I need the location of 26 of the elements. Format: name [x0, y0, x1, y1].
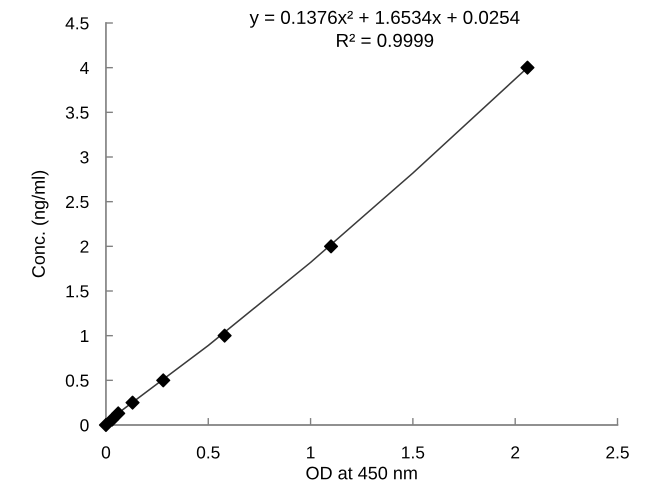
- y-tick-label: 3: [80, 151, 89, 164]
- point: [156, 373, 170, 388]
- annotation: R² = 0.9999: [337, 34, 434, 48]
- annotation: y = 0.1376x² + 1.6534x + 0.0254: [250, 10, 520, 28]
- y-tick-label: 3.5: [66, 106, 89, 119]
- x-tick-label: 1: [307, 446, 315, 458]
- x-tick-label: 2.5: [606, 446, 629, 459]
- point: [324, 239, 338, 254]
- y-tick-label: 2.5: [66, 196, 89, 208]
- x-tick-label: 2: [511, 446, 520, 458]
- y-tick-label: 0.5: [66, 374, 89, 387]
- x-axis-title: OD at 450 nm: [306, 466, 417, 480]
- point: [125, 396, 140, 410]
- y-tick-label: 4.5: [66, 17, 89, 30]
- point: [520, 60, 535, 75]
- y-axis-title: Conc. (ng/ml): [32, 170, 48, 278]
- point: [111, 406, 126, 420]
- y-tick-label: 1: [80, 330, 88, 342]
- y-tick-label: 0: [80, 419, 89, 432]
- y-tick-label: 2: [80, 240, 88, 253]
- y-tick-label: 4: [80, 62, 89, 74]
- x-tick-label: 0.5: [196, 446, 220, 459]
- x-tick-label: 0: [102, 446, 110, 459]
- x-tick-label: 1.5: [402, 446, 424, 459]
- point: [218, 328, 232, 343]
- y-tick-label: 1.5: [66, 285, 89, 298]
